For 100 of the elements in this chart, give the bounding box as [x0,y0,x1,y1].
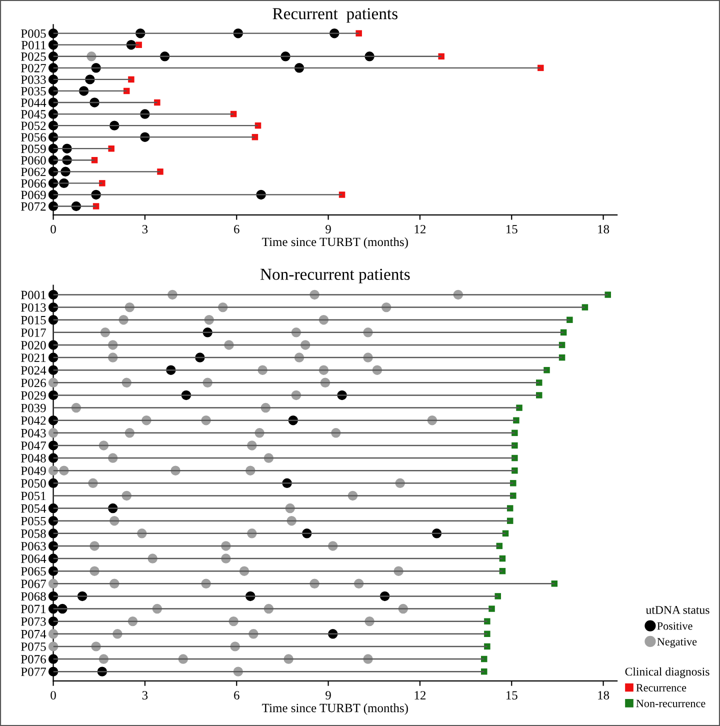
text: utDNA status [646,606,710,614]
y-tick-label: P077 [20,668,46,676]
point [484,643,490,650]
y-tick-label: P059 [20,144,46,154]
point [48,528,58,538]
point [48,52,58,62]
point [484,630,490,638]
point [48,666,58,676]
y-tick-label: P039 [20,404,46,412]
y-tick-label: P025 [20,52,46,61]
point [48,453,58,463]
point [48,466,58,476]
y-tick-label: P067 [20,580,46,588]
point [48,109,58,119]
x-tick-label: 12 [414,225,426,234]
legend-label: Non-recurrence [636,700,706,708]
point [512,442,518,449]
legend-label: Recurrence [636,684,686,692]
y-tick-label: P024 [20,366,46,375]
point [48,155,58,165]
y-tick-label: P029 [20,391,46,400]
point [544,366,550,374]
point [48,428,58,438]
x-tick-label: 6 [234,691,240,700]
chart-title: Non-recurrent patients [260,268,410,284]
point [438,53,444,60]
y-tick-label: P035 [20,86,46,96]
point [48,63,58,73]
point [48,440,58,450]
y-tick-label: P013 [20,303,46,312]
y-tick-label: P049 [20,466,46,476]
point [48,365,58,375]
y-tick-label: P027 [20,64,46,72]
y-tick-label: P071 [20,604,46,614]
y-tick-label: P054 [20,504,46,513]
y-tick-label: P075 [20,642,46,651]
point [512,430,518,436]
y-tick-label: P001 [20,290,46,300]
point [48,120,58,130]
y-tick-label: P076 [20,655,46,664]
point [48,352,58,362]
y-tick-label: P017 [20,328,46,337]
y-tick-label: P033 [20,75,46,84]
y-tick-label: P064 [20,554,46,563]
x-tick-label: 3 [142,225,148,234]
point [48,74,58,84]
y-tick-label: P068 [20,592,46,601]
point [48,566,58,576]
point [48,40,58,50]
y-tick-label: P069 [20,190,46,200]
point [48,132,58,142]
y-tick-label: P048 [20,454,46,462]
x-tick-label: 15 [506,691,518,700]
y-tick-label: P063 [20,542,46,550]
y-tick-label: P020 [20,341,46,350]
x-axis-title: Time since TURBT (months) [262,703,408,715]
y-tick-label: P050 [20,479,46,488]
chart-title: Recurrent patients [272,8,398,23]
point [48,144,58,154]
x-axis-title: Time since TURBT (months) [262,237,408,249]
x-tick-label: 0 [50,224,56,234]
y-tick-label: P043 [20,428,46,438]
y-tick-label: P056 [20,133,46,142]
y-tick-label: P065 [20,567,46,576]
point [48,28,58,38]
point [48,86,58,96]
legend-label: Negative [657,638,697,648]
y-tick-label: P005 [20,29,46,38]
point [48,642,58,652]
y-tick-label: P062 [20,168,46,176]
point [157,168,164,175]
y-tick-label: P055 [20,516,46,526]
x-tick-label: 6 [234,225,240,234]
y-tick-label: P074 [20,630,46,638]
point [48,629,58,639]
y-tick-label: P015 [20,316,46,324]
y-tick-label: P045 [20,110,46,118]
y-tick-label: P052 [20,122,46,130]
y-tick-label: P011 [21,40,46,50]
point [48,541,58,551]
legend-label: Positive [657,622,692,630]
x-tick-label: 9 [326,691,331,700]
point [538,64,544,72]
x-tick-label: 18 [598,691,610,700]
point [91,157,98,164]
x-tick-label: 0 [50,691,56,700]
text: Clinical diagnosis [625,667,710,678]
y-tick-label: P047 [20,441,46,450]
x-tick-label: 3 [142,691,148,700]
y-tick-label: P042 [20,416,46,425]
y-tick-label: P072 [20,202,46,211]
point [136,42,142,48]
point [48,554,58,564]
x-tick-label: 12 [414,691,426,700]
y-tick-label: P026 [20,378,46,388]
point [128,76,134,83]
y-tick-label: P044 [20,98,46,107]
y-tick-label: P051 [20,492,46,500]
y-tick-label: P058 [20,529,46,538]
x-tick-label: 15 [506,225,518,234]
